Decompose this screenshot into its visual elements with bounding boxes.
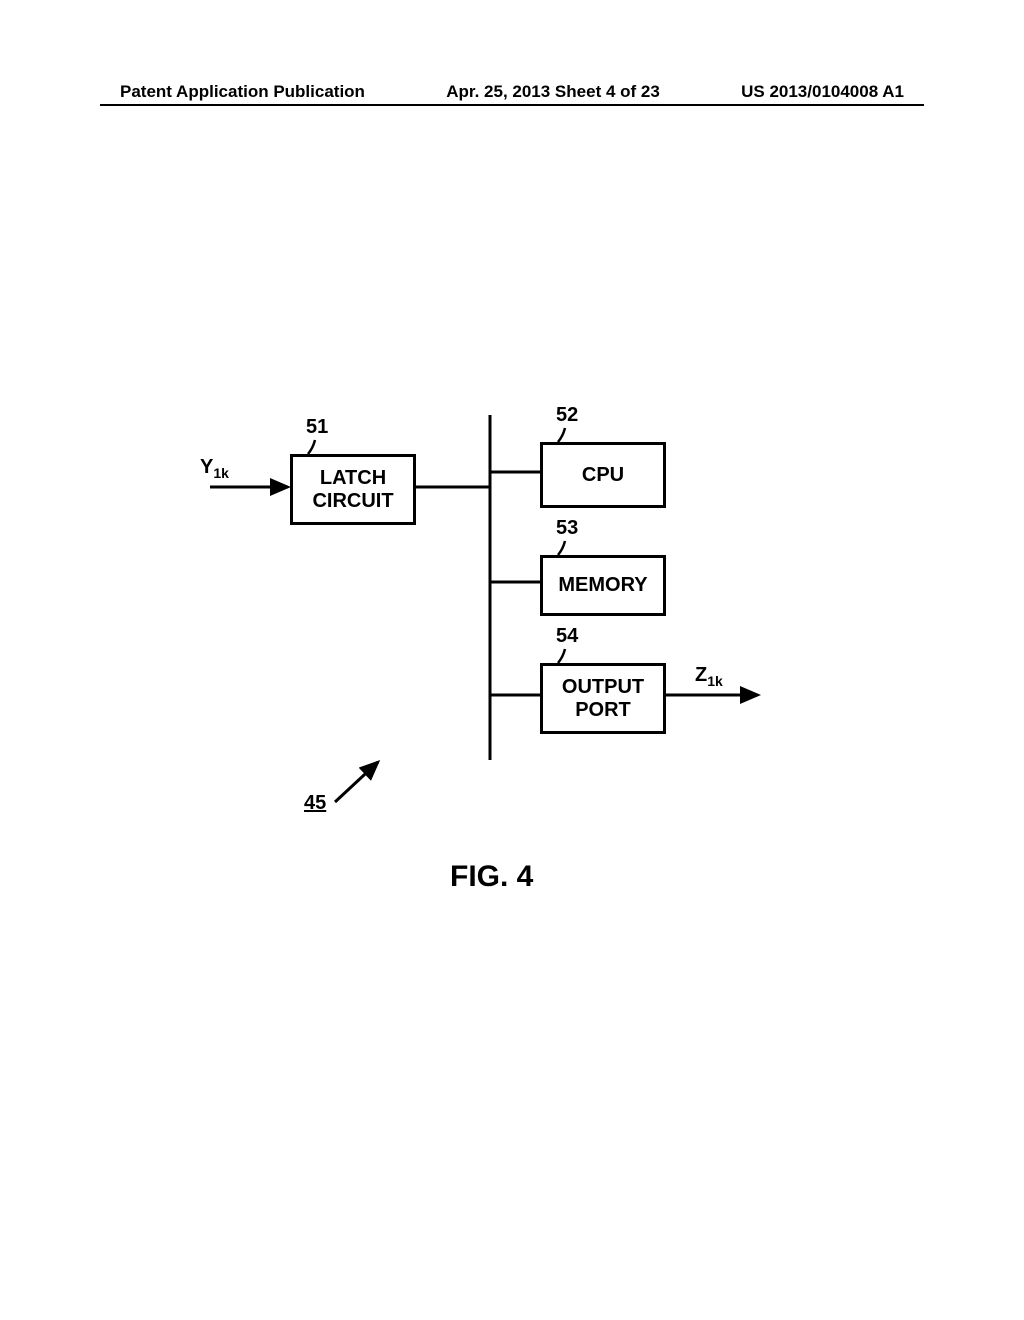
cpu-label: CPU	[582, 464, 624, 487]
latch-circuit-block: LATCH CIRCUIT	[290, 454, 416, 525]
ref-52-leader	[558, 428, 565, 442]
output-port-label: OUTPUT PORT	[543, 676, 663, 722]
output-signal-subscript: 1k	[707, 673, 723, 689]
input-signal-subscript: 1k	[213, 465, 229, 481]
input-signal-label: Y1k	[200, 456, 229, 481]
diagram-connectors	[0, 0, 1024, 1320]
assembly-ref: 45	[304, 792, 326, 815]
latch-label: LATCH CIRCUIT	[293, 467, 413, 513]
output-signal-label: Z1k	[695, 664, 723, 689]
memory-label: MEMORY	[558, 574, 647, 597]
block-diagram: LATCH CIRCUIT CPU MEMORY OUTPUT PORT 51 …	[0, 0, 1024, 1320]
ref-52: 52	[556, 404, 578, 427]
page: Patent Application Publication Apr. 25, …	[0, 0, 1024, 1320]
ref-54: 54	[556, 625, 578, 648]
input-signal-symbol: Y	[200, 456, 213, 478]
figure-caption: FIG. 4	[450, 860, 533, 894]
cpu-block: CPU	[540, 442, 666, 508]
output-signal-symbol: Z	[695, 664, 707, 686]
ref-54-leader	[558, 649, 565, 663]
output-port-block: OUTPUT PORT	[540, 663, 666, 734]
ref-51-leader	[308, 440, 315, 454]
assembly-ref-arrow	[335, 762, 378, 802]
ref-51: 51	[306, 416, 328, 439]
ref-53: 53	[556, 517, 578, 540]
ref-53-leader	[558, 541, 565, 555]
memory-block: MEMORY	[540, 555, 666, 616]
